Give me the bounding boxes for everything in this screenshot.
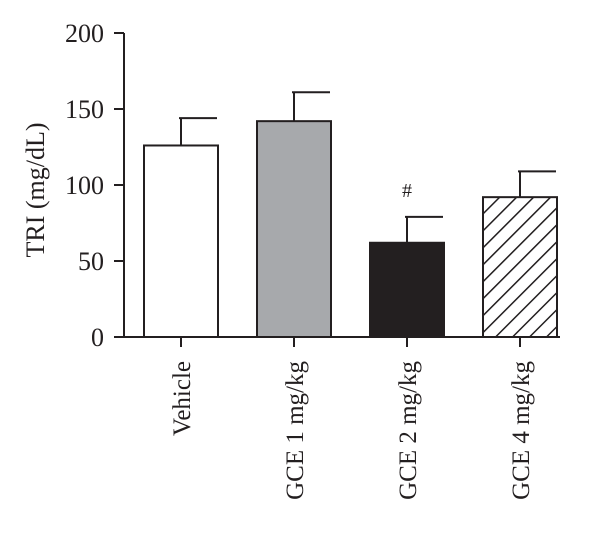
x-axis: [123, 336, 560, 347]
y-axis-title: TRI (mg/dL): [21, 122, 50, 257]
y-tick-label: 50: [78, 247, 104, 276]
significance-annotation: #: [402, 180, 412, 202]
bar: [256, 120, 332, 338]
x-tick-label: GCE 1 mg/kg: [282, 361, 309, 500]
bar: [369, 241, 445, 338]
x-tick-label: GCE 2 mg/kg: [395, 361, 422, 500]
y-tick-label: 200: [65, 19, 104, 48]
y-axis: 0 50 100 150 200: [65, 19, 125, 352]
y-tick-label: 100: [65, 171, 104, 200]
category-labels: Vehicle GCE 1 mg/kg GCE 2 mg/kg GCE 4 mg/kg: [169, 361, 535, 500]
y-tick-label: 0: [91, 323, 104, 352]
bar: [482, 196, 558, 338]
bars: #: [143, 91, 558, 338]
y-tick-label: 150: [65, 95, 104, 124]
x-tick-label: GCE 4 mg/kg: [508, 361, 535, 500]
x-tick-label: Vehicle: [169, 361, 196, 436]
bar: [143, 144, 219, 338]
